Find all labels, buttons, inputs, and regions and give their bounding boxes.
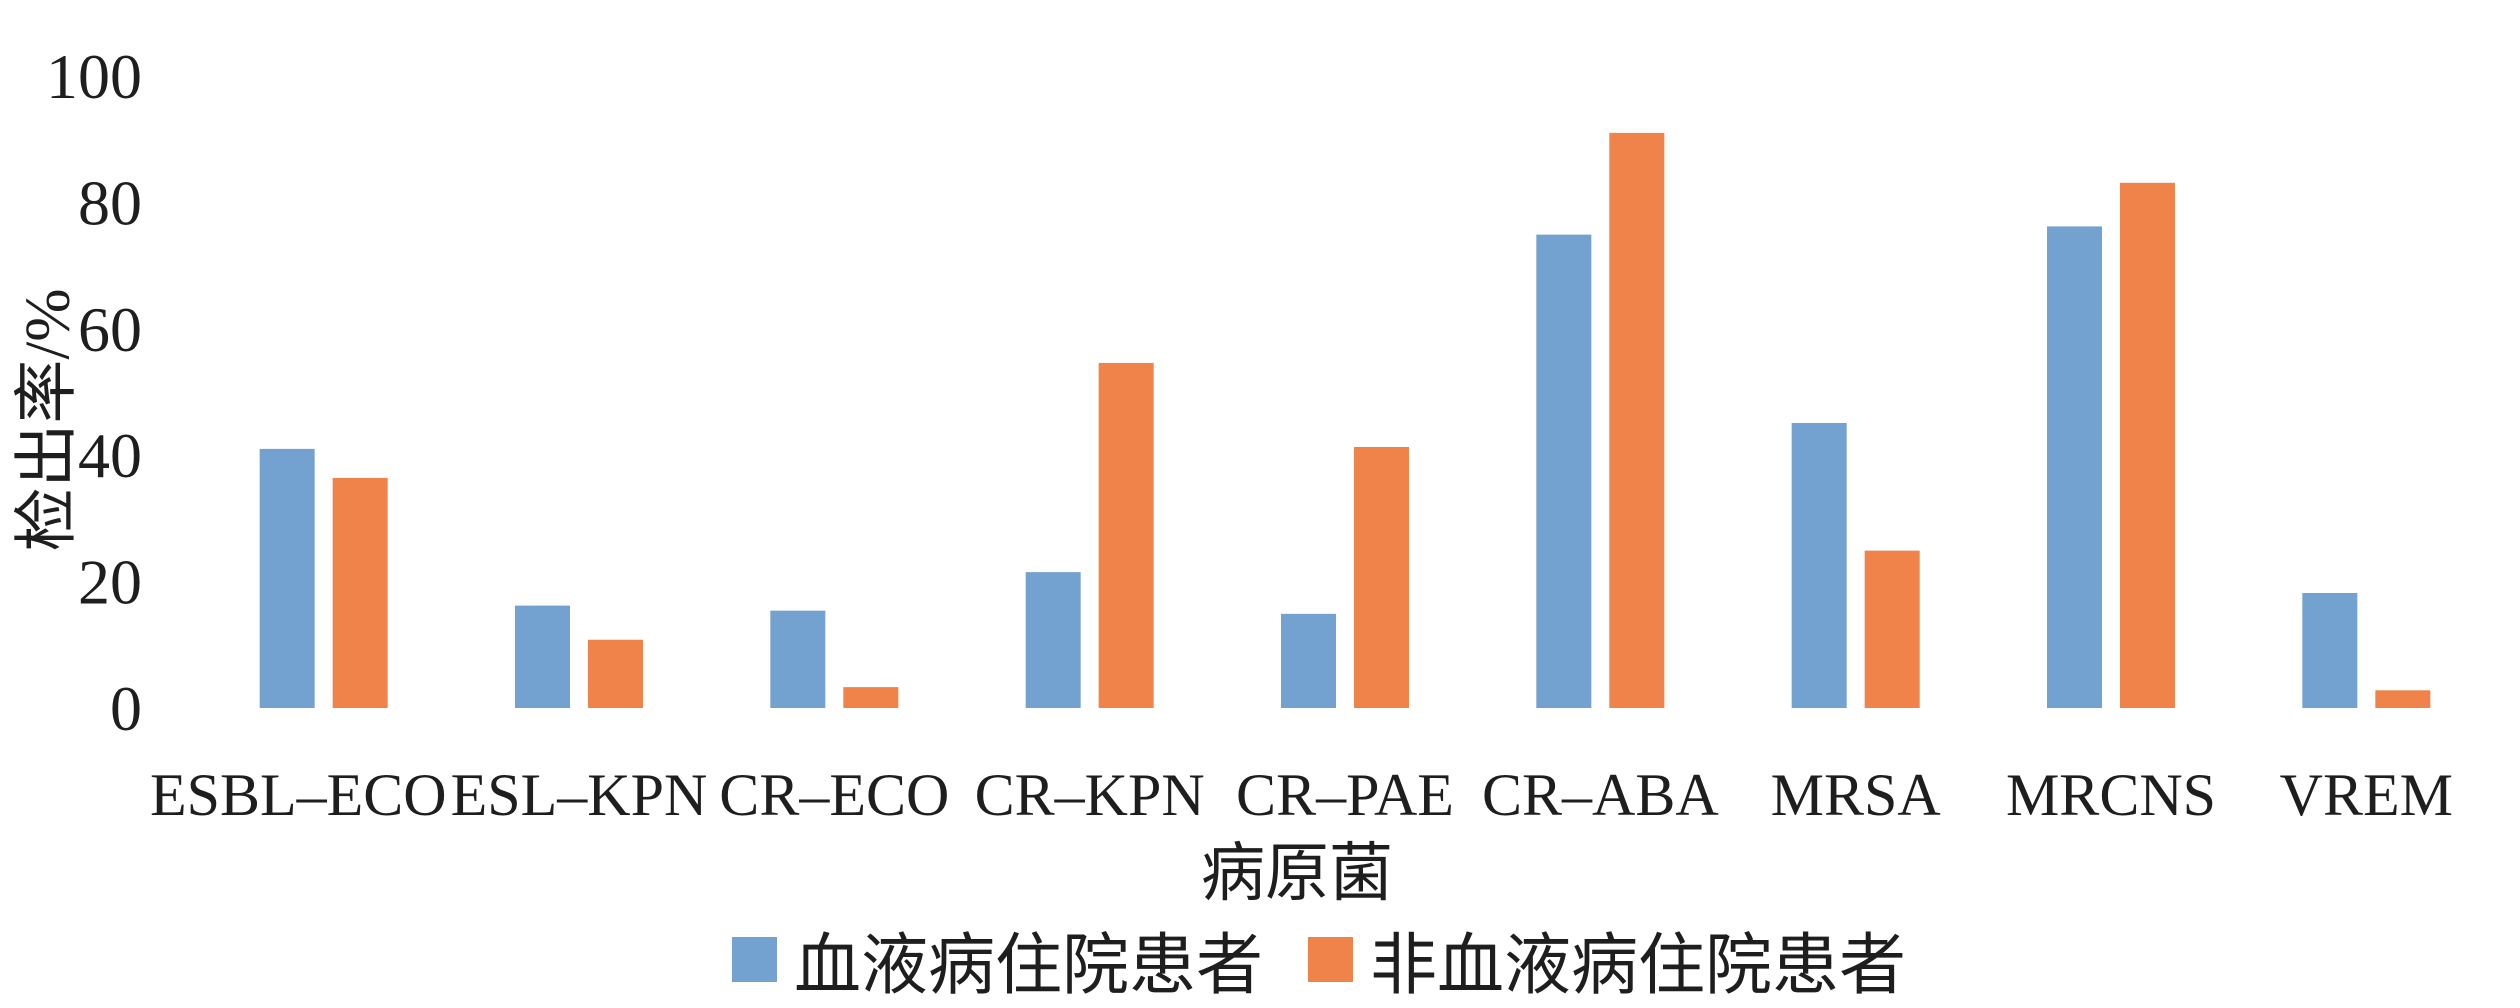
legend-item-series-2: 非血液病住院患者 <box>1308 911 1906 1008</box>
bar-series-2-vrem <box>2375 690 2431 708</box>
y-tick-label: 80 <box>78 167 142 238</box>
bars <box>259 132 2431 709</box>
x-tick-label-cr-kpn: CR–KPN <box>975 762 1205 828</box>
x-axis-ticks: ESBL–ECO ESL–KPN CR–ECO CR–KPN CR–PAE CR–ABA M… <box>150 762 2453 828</box>
bar-series-2-esbl-eco <box>332 477 388 708</box>
x-tick-label-vrem: VREM <box>2280 762 2453 828</box>
bar-series-1-mrsa <box>1791 422 1847 708</box>
y-axis-ticks: 0 20 40 60 80 100 <box>46 41 142 744</box>
x-tick-label-mrsa: MRSA <box>1771 762 1941 828</box>
bar-series-2-mrsa <box>1864 550 1920 708</box>
y-tick-label: 100 <box>46 41 142 112</box>
x-axis-label: 病原菌 <box>1201 838 1393 909</box>
bar-series-1-esbl-eco <box>259 448 315 708</box>
y-tick-label: 60 <box>78 294 142 365</box>
legend-swatch-series-1 <box>732 936 777 982</box>
bar-series-2-cr-aba <box>1609 132 1665 708</box>
y-tick-label: 0 <box>110 673 142 744</box>
bar-series-1-mrcns <box>2047 226 2102 708</box>
bar-series-1-vrem <box>2302 592 2358 708</box>
x-tick-label-cr-eco: CR–ECO <box>719 762 949 828</box>
legend-item-series-1: 血液病住院患者 <box>732 911 1263 1008</box>
x-tick-label-mrcns: MRCNS <box>2006 762 2216 828</box>
bar-series-1-esl-kpn <box>515 605 570 708</box>
legend-swatch-series-2 <box>1308 936 1353 982</box>
x-tick-label-esl-kpn: ESL–KPN <box>451 762 708 828</box>
legend-label-series-1: 血液病住院患者 <box>794 928 1263 1003</box>
y-tick-label: 20 <box>78 547 142 618</box>
bar-series-1-cr-aba <box>1536 234 1592 708</box>
x-tick-label-cr-pae: CR–PAE <box>1236 762 1454 828</box>
x-tick-label-cr-aba: CR–ABA <box>1482 762 1719 828</box>
bar-series-1-cr-kpn <box>1025 572 1081 708</box>
bar-series-1-cr-eco <box>770 610 826 708</box>
bar-series-1-cr-pae <box>1281 613 1336 708</box>
y-axis-label: 检出率/% <box>12 288 83 551</box>
y-tick-label: 40 <box>78 420 142 491</box>
bar-series-2-mrcns <box>2120 182 2175 709</box>
bar-series-2-cr-eco <box>843 687 899 708</box>
legend-label-series-2: 非血液病住院患者 <box>1370 928 1906 1003</box>
bar-series-2-cr-kpn <box>1098 362 1154 708</box>
bar-series-2-esl-kpn <box>588 639 643 708</box>
x-tick-label-esbl-eco: ESBL–ECO <box>150 762 447 828</box>
bar-series-2-cr-pae <box>1354 446 1409 708</box>
legend: 血液病住院患者 非血液病住院患者 <box>732 919 1906 1003</box>
